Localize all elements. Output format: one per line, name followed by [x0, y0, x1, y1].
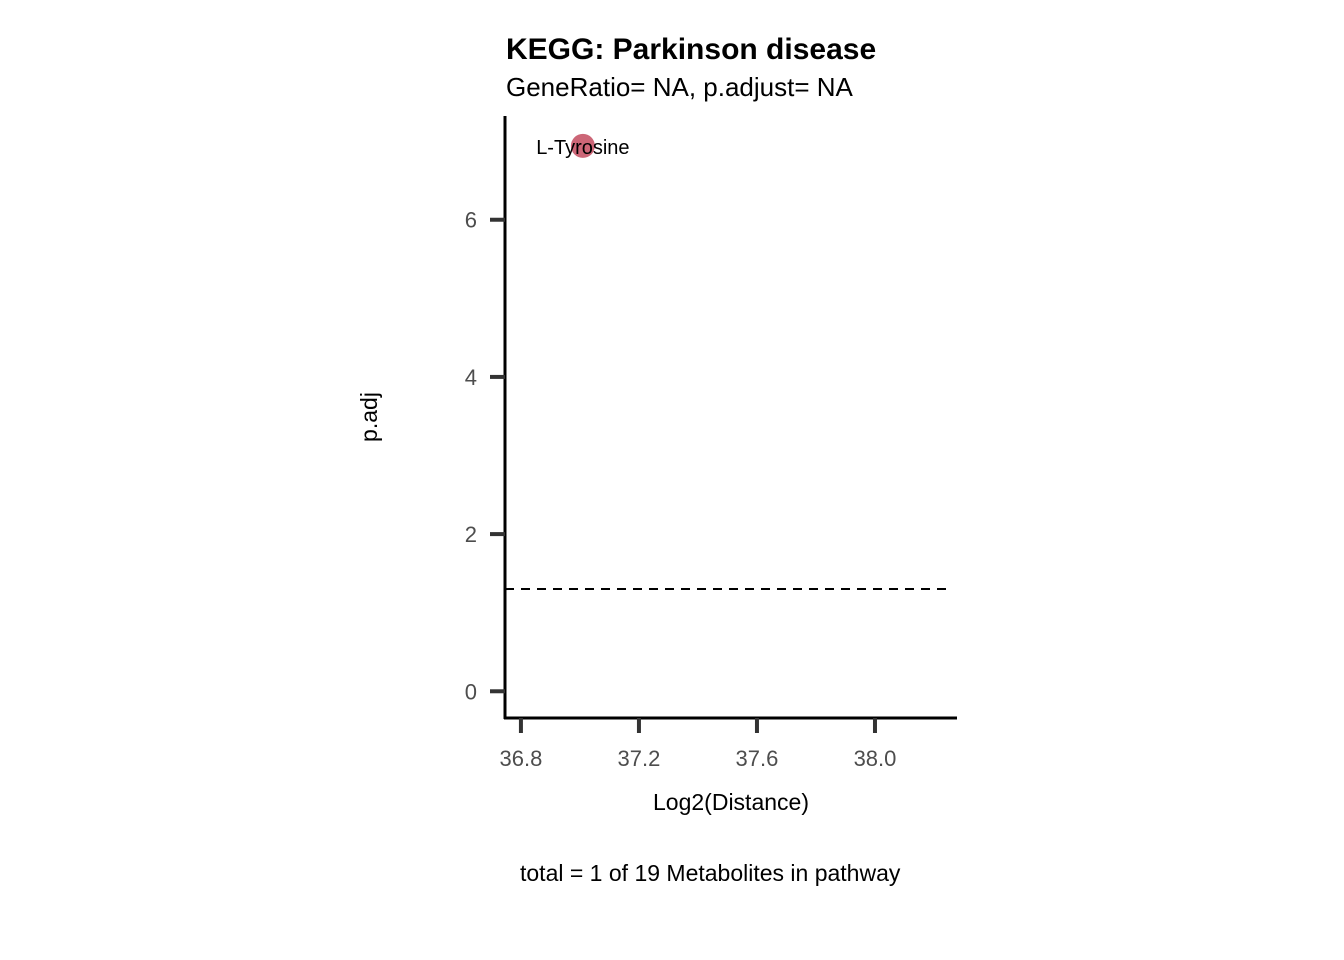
chart-caption: total = 1 of 19 Metabolites in pathway: [520, 860, 901, 886]
x-tick-label: 37.2: [618, 746, 661, 771]
chart-subtitle: GeneRatio= NA, p.adjust= NA: [506, 72, 853, 102]
y-tick-label: 6: [465, 208, 477, 233]
y-axis-label: p.adj: [356, 392, 382, 442]
x-tick-label: 37.6: [736, 746, 779, 771]
data-point: [570, 133, 595, 158]
chart-title: KEGG: Parkinson disease: [506, 33, 877, 66]
y-tick-label: 2: [465, 522, 477, 547]
y-tick-label: 4: [465, 365, 477, 390]
x-tick-label: 38.0: [854, 746, 897, 771]
y-tick-label: 0: [465, 679, 477, 704]
x-tick-label: 36.8: [500, 746, 543, 771]
x-axis-label: Log2(Distance): [653, 789, 809, 815]
point-label: L-Tyrosine: [536, 137, 629, 159]
